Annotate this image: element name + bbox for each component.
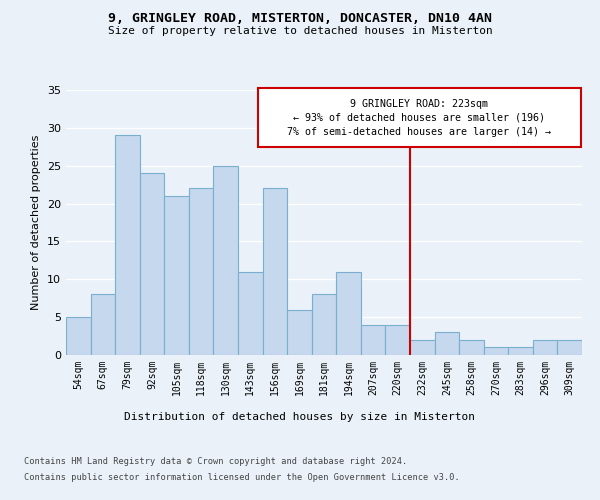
Bar [336,272,361,355]
FancyBboxPatch shape [257,88,581,147]
Bar [164,196,189,355]
Bar [287,310,312,355]
Bar [361,324,385,355]
Bar [557,340,582,355]
Bar [508,348,533,355]
Bar [263,188,287,355]
Bar [66,317,91,355]
Text: Size of property relative to detached houses in Misterton: Size of property relative to detached ho… [107,26,493,36]
Bar [385,324,410,355]
Text: 9 GRINGLEY ROAD: 223sqm
← 93% of detached houses are smaller (196)
7% of semi-de: 9 GRINGLEY ROAD: 223sqm ← 93% of detache… [287,98,551,136]
Bar [484,348,508,355]
Bar [410,340,434,355]
Bar [533,340,557,355]
Bar [312,294,336,355]
Text: Contains HM Land Registry data © Crown copyright and database right 2024.: Contains HM Land Registry data © Crown c… [24,458,407,466]
Bar [238,272,263,355]
Bar [115,136,140,355]
Text: Contains public sector information licensed under the Open Government Licence v3: Contains public sector information licen… [24,472,460,482]
Text: 9, GRINGLEY ROAD, MISTERTON, DONCASTER, DN10 4AN: 9, GRINGLEY ROAD, MISTERTON, DONCASTER, … [108,12,492,26]
Y-axis label: Number of detached properties: Number of detached properties [31,135,41,310]
Bar [214,166,238,355]
Bar [189,188,214,355]
Bar [140,174,164,355]
Bar [434,332,459,355]
Text: Distribution of detached houses by size in Misterton: Distribution of detached houses by size … [125,412,476,422]
Bar [91,294,115,355]
Bar [459,340,484,355]
